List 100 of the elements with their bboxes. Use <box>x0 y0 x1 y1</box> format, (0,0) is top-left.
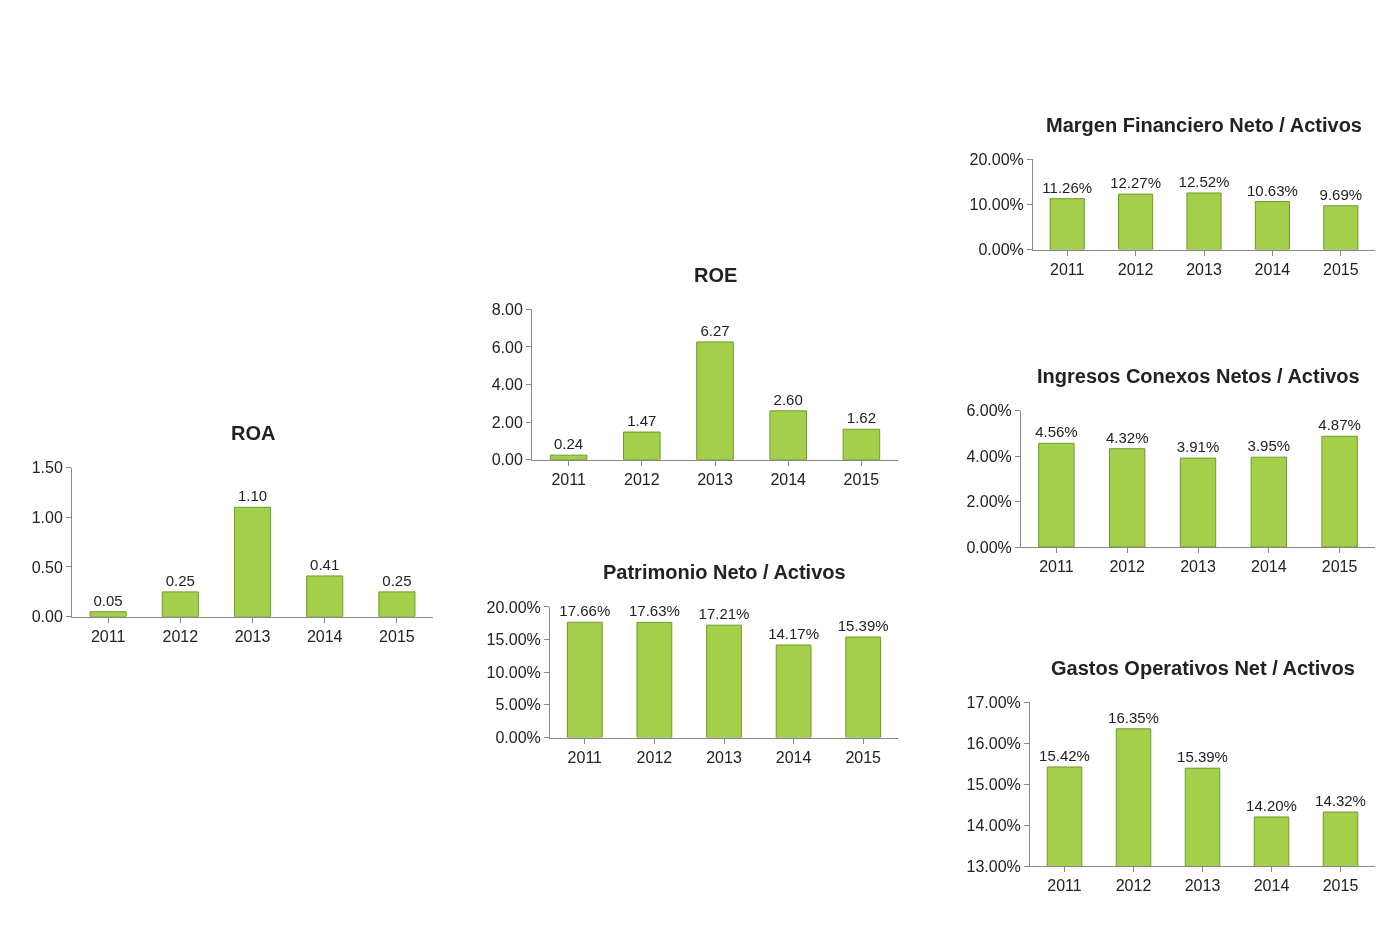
bar <box>378 591 416 617</box>
x-tick-label: 2012 <box>636 748 673 766</box>
data-label: 4.56% <box>1035 423 1078 441</box>
data-label: 1.10 <box>237 487 268 505</box>
data-label: 16.35% <box>1108 708 1159 726</box>
y-tick-label: 2.00 <box>491 413 523 431</box>
y-tick-label: 8.00 <box>491 301 523 319</box>
x-tick-label: 2013 <box>706 748 742 766</box>
data-label: 12.27% <box>1110 174 1162 192</box>
y-tick-label: 0.00% <box>966 538 1012 556</box>
x-tick-label: 2015 <box>1321 558 1358 576</box>
bar <box>769 410 807 460</box>
y-tick-label: 0.00% <box>495 729 541 747</box>
x-tick-label: 2014 <box>1251 558 1287 576</box>
bar <box>775 644 812 738</box>
bar <box>1049 198 1085 250</box>
x-tick-label: 2015 <box>379 627 415 645</box>
bar <box>696 341 734 460</box>
bar <box>306 575 344 617</box>
chart-title: Ingresos Conexos Netos / Activos <box>1037 365 1360 387</box>
data-label: 14.17% <box>768 625 820 642</box>
bar <box>1250 456 1287 548</box>
y-tick-label: 1.50 <box>31 459 63 477</box>
y-tick-label: 10.00% <box>486 663 541 681</box>
x-tick-label: 2013 <box>1186 260 1222 278</box>
y-tick-label: 4.00 <box>491 376 523 394</box>
y-tick-label: 10.00% <box>969 195 1024 213</box>
y-tick-label: 17.00% <box>966 693 1021 711</box>
chart-title: Margen Financiero Neto / Activos <box>1046 114 1362 136</box>
chart-title: Patrimonio Neto / Activos <box>603 561 846 583</box>
x-tick-label: 2015 <box>1323 260 1359 278</box>
x-tick-label: 2011 <box>551 470 586 488</box>
bar <box>1038 442 1075 548</box>
data-label: 15.39% <box>1177 748 1228 766</box>
y-tick-label: 1.00 <box>31 508 63 526</box>
x-tick-label: 2011 <box>1047 877 1082 895</box>
x-tick-label: 2014 <box>775 748 812 766</box>
x-tick-label: 2012 <box>1115 877 1152 895</box>
data-label: 15.39% <box>837 617 889 635</box>
x-tick-label: 2013 <box>697 470 733 488</box>
data-label: 14.32% <box>1315 792 1366 810</box>
x-tick-label: 2012 <box>1117 260 1154 278</box>
x-tick-label: 2013 <box>1184 877 1221 895</box>
x-tick-label: 2012 <box>624 470 660 488</box>
bar <box>1254 201 1290 250</box>
bar <box>1323 205 1359 250</box>
data-label: 0.41 <box>310 555 340 573</box>
x-tick-label: 2014 <box>1253 877 1290 895</box>
bar <box>623 431 661 460</box>
bar <box>842 428 881 460</box>
x-tick-label: 2014 <box>1254 260 1291 278</box>
data-label: 17.66% <box>559 602 611 620</box>
y-tick-label: 14.00% <box>966 816 1021 834</box>
y-tick-label: 5.00% <box>495 696 541 714</box>
bar <box>636 621 673 738</box>
data-label: 11.26% <box>1042 178 1093 196</box>
y-tick-label: 0.50 <box>31 558 63 576</box>
chart-title: ROA <box>231 422 276 444</box>
bar <box>161 591 199 617</box>
data-label: 1.47 <box>627 412 657 430</box>
bar <box>1186 192 1222 250</box>
y-tick-label: 6.00 <box>491 338 523 356</box>
y-tick-label: 6.00% <box>966 402 1012 420</box>
x-tick-label: 2015 <box>845 748 882 766</box>
y-tick-label: 20.00% <box>486 598 541 616</box>
chart-title: Gastos Operativos Net / Activos <box>1051 657 1355 679</box>
x-tick-label: 2011 <box>90 627 126 645</box>
data-label: 1.62 <box>846 409 876 427</box>
y-tick-label: 15.00% <box>966 775 1021 793</box>
data-label: 4.32% <box>1105 428 1149 446</box>
data-label: 14.20% <box>1246 796 1297 814</box>
chart-title: ROE <box>694 264 738 286</box>
y-tick-label: 20.00% <box>969 150 1024 168</box>
data-label: 9.69% <box>1319 185 1363 203</box>
bar <box>1321 435 1358 548</box>
data-label: 0.25 <box>165 571 195 589</box>
x-tick-label: 2012 <box>1109 558 1146 576</box>
bar <box>706 624 742 738</box>
x-tick-label: 2013 <box>234 627 271 645</box>
bar <box>1109 448 1146 548</box>
y-tick-label: 16.00% <box>966 734 1021 752</box>
data-label: 6.27 <box>700 321 730 339</box>
x-tick-label: 2014 <box>306 627 343 645</box>
data-label: 4.87% <box>1318 416 1361 434</box>
data-label: 17.63% <box>628 602 680 620</box>
bar <box>1179 457 1217 548</box>
data-label: 0.05 <box>93 591 123 609</box>
data-label: 3.91% <box>1176 438 1220 456</box>
x-tick-label: 2011 <box>567 748 603 766</box>
x-tick-label: 2013 <box>1180 558 1216 576</box>
y-tick-label: 2.00% <box>966 493 1012 511</box>
data-label: 15.42% <box>1039 746 1090 764</box>
x-tick-label: 2015 <box>843 470 880 488</box>
data-label: 0.25 <box>382 571 412 589</box>
y-tick-label: 0.00% <box>978 241 1024 259</box>
x-tick-label: 2011 <box>1039 558 1074 576</box>
x-tick-label: 2011 <box>1050 260 1085 278</box>
y-tick-label: 4.00% <box>966 447 1012 465</box>
bar <box>566 621 603 738</box>
bar <box>233 506 272 617</box>
